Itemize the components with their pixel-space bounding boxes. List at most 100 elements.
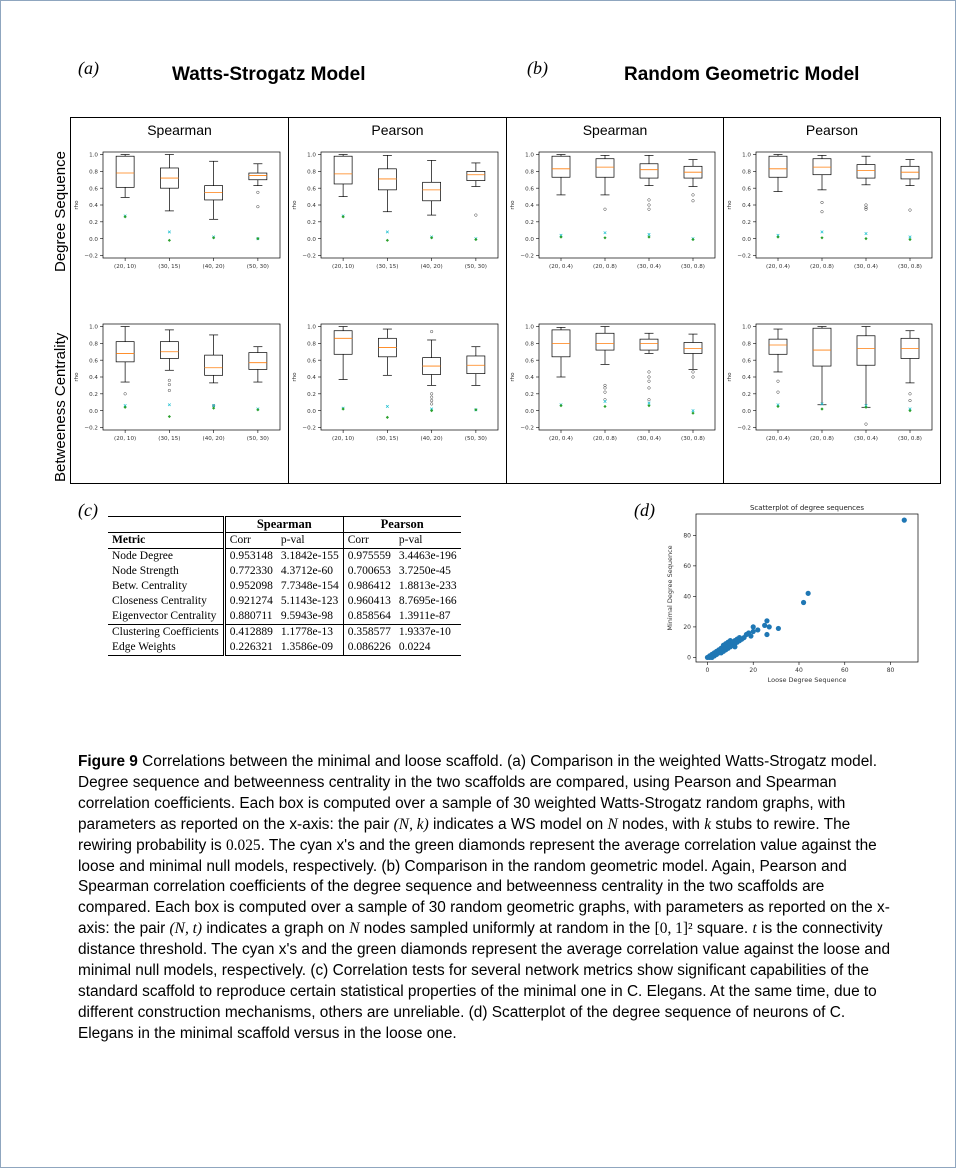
outlier-point: [430, 395, 434, 399]
y-tick-label: −0.2: [84, 426, 98, 432]
table-row: Betw. Centrality 0.952098 7.7348e-154 0.986…: [108, 579, 461, 594]
panel-rg-pearson: Pearson: [723, 117, 941, 484]
loose-null-x-marker: [212, 404, 216, 408]
outlier-point: [864, 205, 868, 210]
minimal-null-diamond-marker: [776, 235, 780, 239]
box: [160, 341, 179, 359]
boxplot-ws-degree-spearman: 1.0 0.8 0.6 0.4 0.2 0.0 −0.2 rho (20, 10) (30, 15…: [74, 151, 281, 270]
y-tick-label: 0.0: [307, 409, 316, 415]
outlier-point: [820, 210, 824, 214]
minimal-null-diamond-marker: [474, 408, 478, 412]
x-tick-label: (30, 0.8): [681, 264, 705, 270]
y-tick-label: 0.2: [525, 392, 534, 398]
scatter-point: [750, 624, 756, 630]
x-tick-label: (30, 0.8): [681, 436, 705, 442]
minimal-null-diamond-marker: [123, 405, 127, 409]
y-axis-label: rho: [727, 372, 733, 382]
y-tick-label: 0.6: [307, 186, 316, 192]
minimal-null-diamond-marker: [864, 405, 868, 409]
minimal-null-diamond-marker: [212, 236, 216, 240]
loose-null-x-marker: [776, 233, 780, 237]
figure-caption: Figure 9 Correlations between the minima…: [78, 752, 898, 1045]
y-tick-label: 0.4: [89, 375, 98, 381]
x-tick-label: 60: [841, 667, 849, 674]
y-tick-label: 1.0: [525, 153, 534, 159]
y-tick-label: 0.4: [307, 375, 316, 381]
loose-null-x-marker: [691, 409, 695, 413]
y-tick-label: 0.4: [307, 203, 316, 209]
table-cell-metric: Node Degree: [112, 550, 173, 562]
loose-null-x-marker: [385, 230, 389, 234]
y-tick-label: 0.8: [525, 342, 534, 348]
boxplot-rg-betweenness-spearman: 1.0 0.8 0.6 0.4 0.2 0.0 −0.2 rho (20, 0.4) (20, 0…: [510, 323, 716, 442]
scatter-point: [755, 627, 761, 633]
y-axis-label: rho: [74, 372, 80, 382]
x-tick-label: (30, 15): [376, 264, 398, 270]
y-tick-label: 1.0: [307, 325, 316, 331]
panel-label-d: (d): [634, 500, 655, 520]
box: [551, 155, 571, 178]
table-cell: 3.7250e-45: [398, 565, 451, 577]
loose-null-x-marker: [430, 407, 434, 411]
table-cell: 0.880711: [222, 609, 277, 625]
caption-text: . The cyan x's and the green diamonds re…: [78, 836, 890, 938]
y-tick-label: −0.2: [302, 426, 316, 432]
outlier-point: [647, 398, 651, 402]
minimal-null-diamond-marker: [385, 415, 389, 419]
boxplot-rg-betweenness-pearson: 1.0 0.8 0.6 0.4 0.2 0.0 −0.2 rho (20, 0.4) (20, 0…: [727, 323, 933, 442]
outlier-point: [647, 370, 651, 374]
table-cell-metric: Betw. Centrality: [112, 580, 188, 592]
title-random-geometric: Random Geometric Model: [624, 64, 860, 85]
scatter-point: [732, 644, 738, 650]
row-label-degree: Degree Sequence: [52, 151, 69, 272]
x-tick-label: (40, 20): [421, 264, 443, 270]
table-cell: 0.0224: [398, 641, 431, 653]
table-cell: 0.953148: [222, 548, 277, 564]
loose-null-x-marker: [776, 403, 780, 407]
x-tick-label: (20, 0.4): [766, 264, 790, 270]
caption-text: nodes sampled uniformly at random in the: [359, 920, 655, 938]
caption-math: k: [704, 815, 712, 833]
panel-label-c: (c): [78, 500, 98, 520]
outlier-point: [864, 207, 868, 211]
y-axis-label: rho: [510, 372, 516, 382]
box: [333, 330, 353, 355]
y-tick-label: −0.2: [737, 426, 751, 432]
y-tick-label: 0.8: [742, 342, 751, 348]
outlier-point: [256, 190, 260, 194]
caption-text: indicates a WS model on: [428, 815, 608, 833]
x-tick-label: (20, 0.4): [549, 264, 573, 270]
x-tick-label: (40, 20): [421, 436, 443, 442]
correlation-table: Spearman Pearson Metric Corr p-val Corr …: [108, 516, 461, 656]
box: [595, 158, 615, 178]
table-cell: 0.358577: [342, 624, 395, 640]
loose-null-x-marker: [167, 403, 171, 407]
table-cell: 4.3712e-60: [280, 565, 333, 577]
outlier-point: [647, 198, 651, 202]
loose-null-x-marker: [647, 401, 651, 405]
minimal-null-diamond-marker: [603, 404, 607, 409]
box: [768, 155, 788, 178]
x-tick-label: (20, 0.8): [593, 264, 617, 270]
table-cell: 7.7348e-154: [280, 580, 339, 592]
y-tick-label: 0.8: [307, 170, 316, 176]
loose-null-x-marker: [123, 404, 127, 408]
box: [812, 158, 832, 176]
loose-null-x-marker: [820, 402, 824, 406]
caption-text: indicates a graph on: [202, 920, 350, 938]
minimal-null-diamond-marker: [603, 236, 607, 240]
box: [248, 172, 268, 181]
boxplot-ws-degree-pearson: 1.0 0.8 0.6 0.4 0.2 0.0 −0.2 rho (20, 10) (30, 15…: [292, 151, 499, 270]
y-tick-label: 1.0: [742, 153, 751, 159]
y-tick-label: 0.8: [525, 170, 534, 176]
y-tick-label: 0.8: [89, 342, 98, 348]
scatter-point: [805, 590, 811, 596]
box: [900, 165, 920, 180]
table-cell: 3.1842e-155: [280, 550, 339, 562]
scatter-point: [764, 631, 770, 638]
table-cell-metric: Eigenvector Centrality: [108, 609, 225, 625]
table-cell: 0.412889: [222, 624, 277, 640]
x-tick-label: (40, 20): [203, 264, 225, 270]
minimal-null-diamond-marker: [647, 235, 651, 239]
y-tick-label: −0.2: [737, 254, 751, 260]
